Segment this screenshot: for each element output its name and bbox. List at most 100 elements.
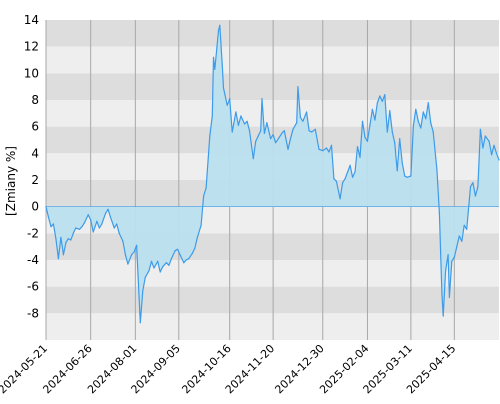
data-point [442,315,444,317]
data-point [139,322,141,324]
data-point [371,108,373,110]
data-point [453,256,455,258]
grid-band [46,46,499,74]
data-point [491,154,493,156]
data-point [410,175,412,177]
data-point [447,254,449,256]
y-axis-ticks: 14 12 10 8 6 4 2 0 -2 -4 -6 -8 [24,13,39,320]
data-point [469,186,472,188]
data-point [255,140,257,142]
data-point [252,158,254,160]
data-point [412,124,414,126]
data-point [246,120,248,122]
series-layer [45,24,500,324]
data-point [466,228,468,230]
data-point [217,30,220,32]
data-point [498,159,500,161]
data-point [179,254,181,256]
data-point [96,220,98,222]
data-point [314,128,316,130]
data-point [376,102,378,104]
grid-band [46,260,499,287]
data-point [415,108,417,110]
data-point [456,246,458,248]
data-point [436,168,438,170]
data-point [153,267,155,269]
data-point [127,263,129,265]
data-point [427,102,429,104]
data-point [148,270,150,272]
data-point [349,164,351,166]
data-point [174,250,176,252]
data-point [379,95,381,97]
data-point [60,236,62,238]
data-point [133,251,135,253]
data-point [226,104,228,106]
data-point [448,296,450,298]
data-point [203,195,205,197]
data-point [113,227,115,229]
data-point [296,122,298,124]
data-point [83,222,86,224]
data-point [118,232,120,234]
y-tick-label: 6 [31,120,39,134]
data-point [200,224,202,226]
data-point [396,170,398,172]
data-point [422,111,424,113]
series-line [45,24,500,324]
data-point [484,135,486,137]
data-point [406,176,408,178]
data-point [272,134,274,136]
data-point [244,123,246,125]
data-point [162,266,164,268]
data-point [235,111,237,113]
data-point [87,214,89,216]
data-point [399,138,401,140]
data-point [335,180,337,182]
data-point [231,131,233,133]
data-point [211,115,213,117]
data-point [369,124,371,126]
data-point [479,128,481,130]
data-point [188,258,190,260]
data-point [461,240,463,242]
data-point [67,238,69,240]
data-point [297,86,299,88]
data-point [328,151,330,153]
data-point [318,148,320,150]
data-point [261,98,263,100]
data-point [270,138,272,140]
data-point [287,148,289,150]
grid-band [46,73,499,100]
data-point [474,195,476,197]
y-tick-label: 2 [31,173,39,187]
data-point [209,135,211,137]
data-point [131,254,133,256]
data-point [308,130,310,132]
data-point [221,63,223,65]
data-point [299,116,301,118]
data-point [191,252,193,254]
data-point [386,131,388,133]
data-point [109,216,112,218]
data-point [347,171,349,173]
data-point [432,131,434,133]
data-point [45,206,47,208]
data-point [260,130,262,132]
data-point [50,226,52,228]
data-point [263,132,265,134]
data-point [124,254,126,256]
data-point [65,242,67,244]
y-tick-label: 8 [31,93,39,107]
data-point [81,226,83,228]
data-point [222,87,225,89]
data-point [212,56,215,58]
data-point [394,142,396,144]
y-tick-label: 10 [24,66,39,80]
data-point [445,270,447,272]
grid-band [46,313,499,340]
data-point [342,182,344,184]
y-tick-label: -6 [27,280,39,294]
data-point [430,122,432,124]
